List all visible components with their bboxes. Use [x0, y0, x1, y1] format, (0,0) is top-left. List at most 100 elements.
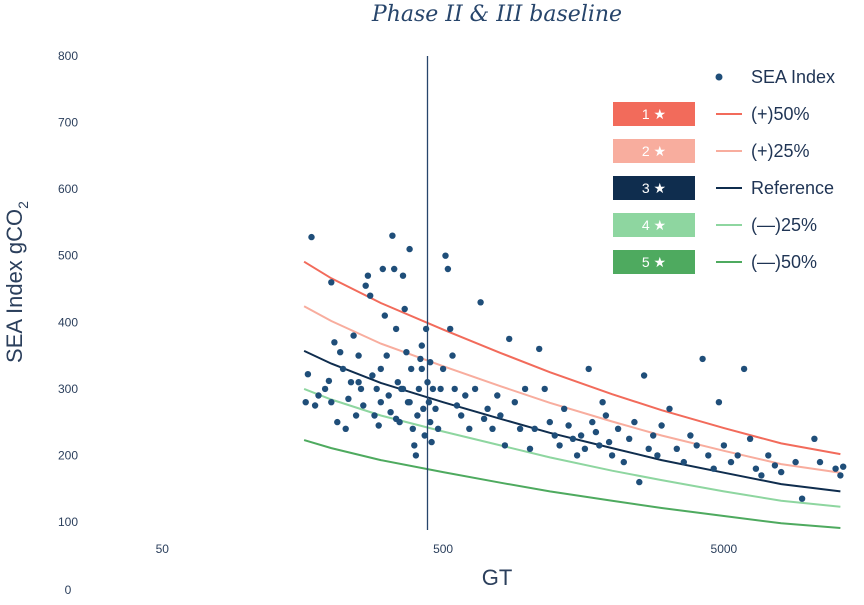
scatter-point — [355, 352, 362, 359]
scatter-point — [573, 452, 581, 459]
scatter-point — [381, 312, 388, 319]
scatter-point — [357, 385, 365, 393]
legend-marker-sea-index — [715, 73, 723, 81]
scatter-point — [406, 245, 413, 253]
scatter-point — [506, 335, 513, 343]
scatter-point — [599, 399, 606, 406]
y-tick-label: 100 — [58, 515, 78, 529]
badge-label: 4 ★ — [642, 217, 666, 233]
scatter-point — [636, 478, 643, 486]
scatter-point — [501, 442, 509, 449]
scatter-point — [581, 445, 589, 452]
scatter-point — [526, 445, 534, 452]
scatter-point — [585, 365, 592, 373]
scatter-point — [620, 458, 627, 466]
badge-label: 2 ★ — [642, 143, 666, 159]
badge-label: 3 ★ — [642, 180, 666, 196]
scatter-point — [551, 432, 558, 439]
scatter-point — [521, 385, 529, 393]
scatter-point — [592, 428, 600, 436]
badge-rect — [613, 213, 695, 237]
scatter-point — [308, 233, 315, 241]
scatter-point — [347, 379, 355, 386]
scatter-point — [798, 495, 806, 502]
scatter-point — [497, 412, 504, 419]
scatter-point — [345, 395, 352, 402]
legend-label: (—)25% — [751, 215, 817, 235]
scatter-point — [589, 418, 596, 426]
scatter-point — [334, 418, 341, 426]
y-tick-labels: 100 200 300 400 500 600 700 800 — [58, 49, 78, 529]
badge-rect — [613, 139, 695, 163]
scatter-point — [414, 412, 421, 419]
scatter-points — [302, 232, 847, 502]
scatter-point — [458, 412, 465, 419]
scatter-point — [816, 458, 824, 466]
scatter-point — [715, 399, 723, 406]
scatter-point — [391, 265, 398, 273]
y-tick-label: 200 — [58, 448, 78, 462]
scatter-point — [792, 458, 799, 466]
curve-Reference — [303, 349, 841, 493]
scatter-point — [484, 405, 491, 412]
scatter-point — [418, 365, 425, 373]
scatter-point — [511, 399, 518, 406]
scatter-point — [411, 442, 418, 449]
scatter-point — [315, 392, 322, 399]
scatter-point — [680, 458, 687, 466]
legend-label: (+)50% — [751, 104, 810, 124]
scatter-point — [569, 435, 577, 442]
scatter-point — [387, 409, 394, 416]
scatter-point — [432, 405, 439, 412]
scatter-point — [614, 425, 622, 432]
scatter-point — [429, 385, 437, 393]
x-tick-label: 50 — [156, 542, 170, 556]
scatter-point — [442, 252, 449, 259]
scatter-point — [375, 422, 382, 429]
scatter-point — [379, 265, 386, 273]
scatter-point — [328, 399, 335, 406]
scatter-point — [740, 365, 748, 373]
scatter-point — [406, 399, 413, 406]
scatter-point — [541, 385, 548, 393]
scatter-point — [531, 425, 538, 432]
scatter-point — [602, 412, 610, 419]
scatter-point — [752, 465, 760, 472]
scatter-point — [462, 392, 469, 399]
scatter-point — [765, 452, 772, 459]
scatter-point — [355, 379, 362, 386]
scatter-point — [832, 465, 839, 472]
scatter-point — [837, 472, 844, 479]
curve-(—)50% — [303, 439, 841, 529]
y-tick-label: 500 — [58, 249, 78, 263]
x-tick-labels: 50 500 5000 — [156, 542, 738, 556]
scatter-point — [304, 371, 312, 378]
scatter-point — [811, 435, 818, 442]
chart-title: Phase II & III baseline — [371, 2, 622, 27]
legend: SEA Index (+)50% (+)25% Reference (—)25% (—)5… — [715, 67, 835, 272]
scatter-point — [771, 462, 779, 469]
scatter-point — [412, 452, 420, 459]
scatter-point — [415, 385, 423, 393]
scatter-point — [693, 442, 700, 449]
scatter-point — [371, 412, 378, 419]
scatter-point — [420, 405, 427, 412]
scatter-point — [746, 435, 754, 442]
scatter-point — [377, 399, 384, 406]
scatter-point — [650, 432, 657, 439]
legend-label: (+)25% — [751, 141, 810, 161]
scatter-point — [418, 342, 425, 349]
scatter-point — [428, 438, 435, 446]
scatter-point — [666, 405, 673, 412]
scatter-point — [699, 355, 706, 363]
scatter-point — [471, 385, 479, 393]
scatter-point — [408, 365, 415, 373]
scatter-point — [331, 339, 338, 346]
scatter-point — [389, 232, 396, 239]
badge-rect — [613, 102, 695, 126]
scatter-point — [328, 279, 335, 286]
scatter-point — [424, 379, 431, 386]
scatter-point — [364, 272, 372, 279]
scatter-point — [453, 402, 461, 409]
